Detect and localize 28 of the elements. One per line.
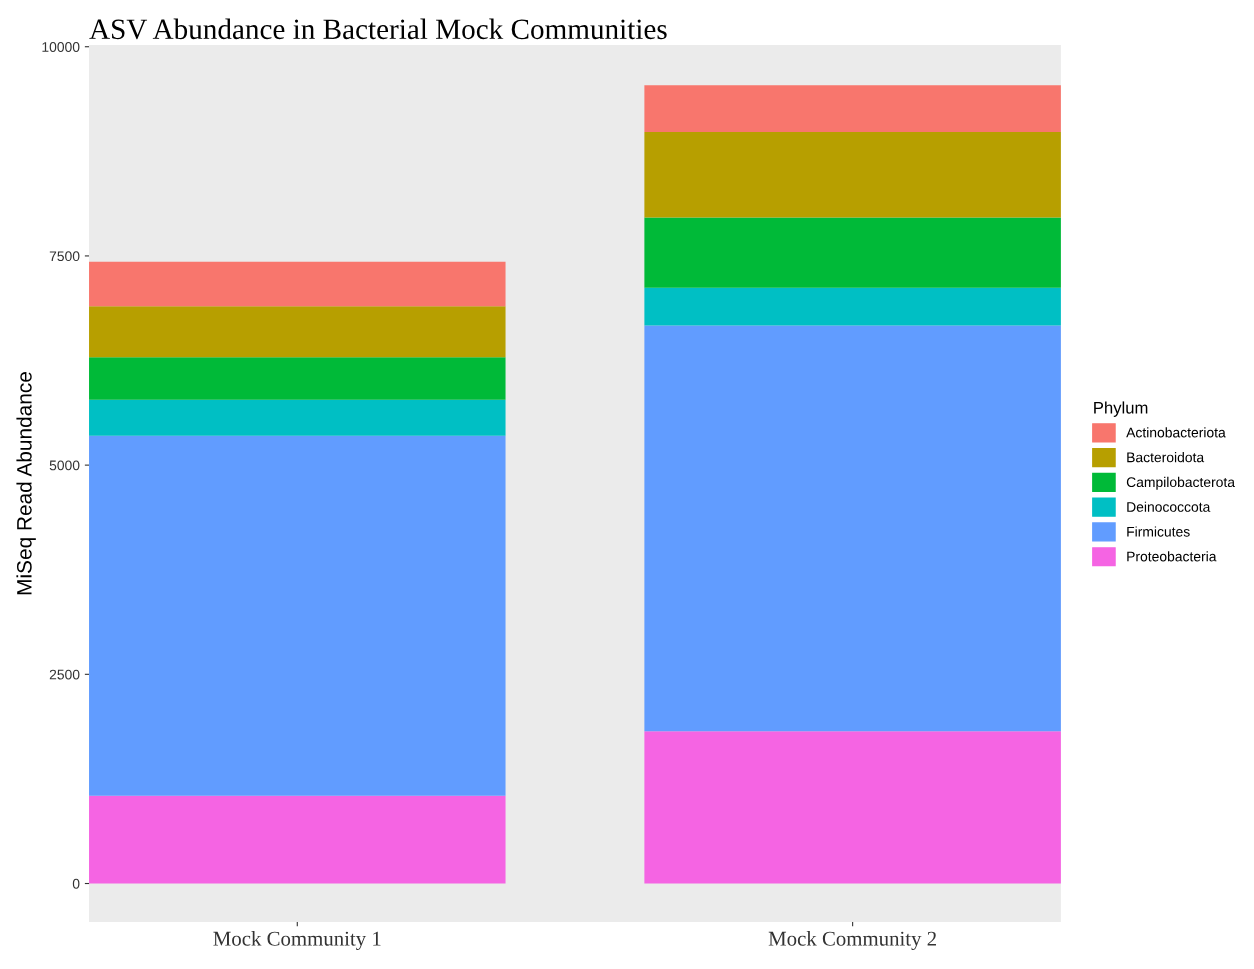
chart-title: ASV Abundance in Bacterial Mock Communities <box>89 18 667 40</box>
bar <box>89 795 506 884</box>
y-tick-label: 0 <box>72 878 80 889</box>
legend-label: Campilobacterota <box>1126 476 1236 490</box>
legend-label: Actinobacteriota <box>1126 427 1226 438</box>
bar <box>644 287 1061 326</box>
y-axis-title: MiSeq Read Abundance <box>16 372 36 595</box>
bar <box>644 217 1061 288</box>
bar <box>89 357 506 400</box>
y-tick-label: 10000 <box>42 42 80 52</box>
bar <box>644 731 1061 884</box>
bar <box>89 261 506 307</box>
y-tick-label: 2500 <box>49 669 80 680</box>
x-tick-label: Mock Community 2 <box>768 931 936 950</box>
legend-title: Phylum <box>1094 401 1148 417</box>
legend-label: Bacteroidota <box>1127 452 1205 463</box>
bar <box>89 399 506 436</box>
x-tick-label: Mock Community 1 <box>213 931 381 950</box>
legend-label: Proteobacteria <box>1127 551 1217 562</box>
y-tick-label: 7500 <box>49 251 80 262</box>
bar <box>644 85 1061 133</box>
bar <box>644 325 1061 732</box>
bar <box>89 435 506 796</box>
legend-label: Firmicutes <box>1127 526 1190 537</box>
y-tick-label: 5000 <box>49 460 80 471</box>
bar <box>89 306 506 358</box>
legend-label: Deinococcota <box>1127 501 1211 512</box>
bar <box>644 132 1061 218</box>
